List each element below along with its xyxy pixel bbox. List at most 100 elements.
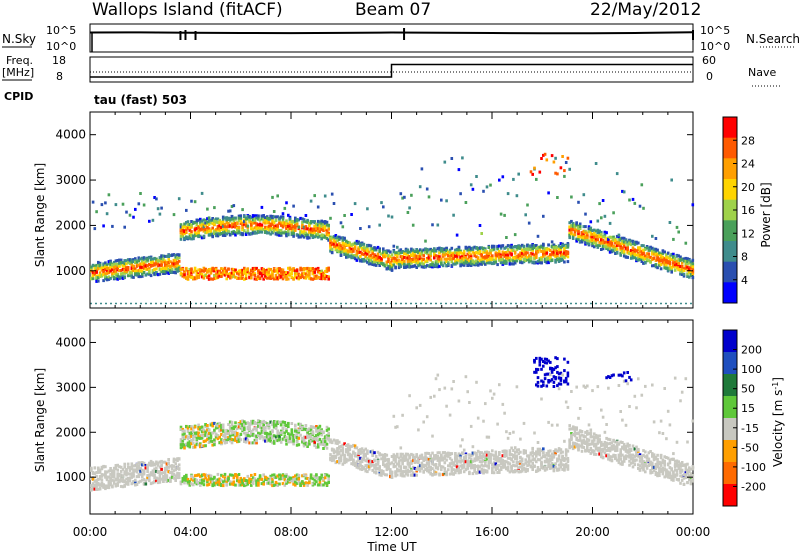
velocity-cell [274, 482, 278, 486]
power-cell [202, 234, 206, 238]
power-cell [299, 275, 302, 279]
power-cell [192, 235, 195, 238]
velocity-cell [183, 476, 186, 479]
power-cell [97, 279, 100, 283]
power-cell [607, 243, 610, 247]
power-cell [487, 252, 491, 256]
velocity-cell [158, 475, 162, 479]
power-cell [170, 264, 174, 268]
velocity-cell [281, 476, 285, 480]
power-cell [475, 246, 478, 249]
power-cell [104, 274, 107, 278]
power-cell [629, 252, 633, 256]
velocity-cell [228, 434, 232, 438]
velocity-cell [237, 473, 241, 476]
velocity-cell [287, 439, 290, 443]
velocity-cell [262, 438, 265, 442]
velocity-cell [104, 484, 107, 488]
power-cell [264, 216, 267, 220]
power-cell [237, 230, 241, 234]
power-cell [624, 241, 628, 245]
velocity-cell [239, 438, 243, 442]
velocity-cell [134, 483, 137, 487]
velocity-cell [123, 484, 126, 488]
power-cell [109, 269, 112, 273]
velocity-cell [116, 474, 119, 478]
velocity-cell [116, 481, 119, 485]
velocity-cell [250, 432, 253, 436]
power-cell [631, 256, 635, 260]
velocity-cell [228, 480, 232, 484]
velocity-cell [116, 478, 119, 482]
velocity-cell [126, 462, 130, 466]
power-cell [209, 229, 213, 233]
power-cell [638, 253, 642, 257]
power-cell [601, 245, 605, 248]
power-cell [276, 228, 279, 232]
power-cell [494, 254, 498, 258]
power-cell [276, 268, 279, 272]
power-cell [308, 236, 311, 240]
power-cell [612, 235, 615, 239]
power-cell [552, 248, 556, 252]
power-cell [556, 251, 559, 255]
power-cell [387, 257, 390, 261]
power-cell [346, 240, 350, 244]
velocity-cell [271, 473, 274, 477]
velocity-cell [271, 436, 274, 440]
power-cell [367, 254, 371, 258]
power-cell [123, 225, 126, 229]
log-bottom-left: 10^0 [46, 40, 76, 53]
power-cell [197, 231, 200, 235]
power-cell [311, 277, 315, 281]
power-cell [598, 202, 601, 206]
power-cell [281, 231, 285, 235]
power-cell [401, 258, 404, 261]
power-cell [621, 246, 624, 250]
velocity-cell [181, 479, 185, 483]
power-cell [341, 236, 345, 240]
power-cell [239, 269, 243, 272]
power-cell [485, 185, 489, 189]
power-cell [424, 239, 427, 243]
power-cell [654, 265, 658, 269]
velocity-cell [255, 428, 258, 432]
power-cell [267, 224, 271, 228]
power-cell [246, 224, 250, 228]
power-cell [482, 246, 485, 250]
power-cell [461, 259, 464, 263]
power-cell [279, 223, 283, 227]
velocity-cell [234, 483, 237, 487]
velocity-cell [104, 475, 107, 479]
velocity-cell [128, 476, 132, 480]
power-cell [257, 271, 260, 275]
power-cell [445, 252, 448, 256]
power-cell [102, 273, 105, 277]
velocity-cell [209, 423, 213, 427]
power-cell [97, 276, 100, 280]
power-cell [586, 234, 589, 238]
velocity-cell [93, 479, 97, 483]
power-cell [475, 262, 478, 266]
power-cell [279, 233, 283, 237]
power-cell [675, 262, 679, 266]
power-cell [232, 231, 236, 235]
power-cell [111, 268, 114, 272]
velocity-cell [172, 473, 176, 476]
y-tick-label: 1000 [55, 264, 86, 278]
velocity-cell [114, 464, 118, 467]
velocity-cell [274, 435, 278, 439]
power-cell [301, 217, 304, 221]
power-cell [455, 249, 459, 253]
power-cell [403, 252, 406, 256]
power-cell [535, 261, 538, 265]
power-cell [638, 257, 642, 261]
power-cell [264, 225, 267, 229]
power-cell [338, 237, 341, 241]
power-cell [524, 247, 527, 251]
power-cell [292, 267, 295, 271]
power-cell [566, 255, 570, 259]
power-cell [364, 246, 367, 250]
power-cell [118, 260, 121, 264]
velocity-cell [155, 466, 158, 470]
